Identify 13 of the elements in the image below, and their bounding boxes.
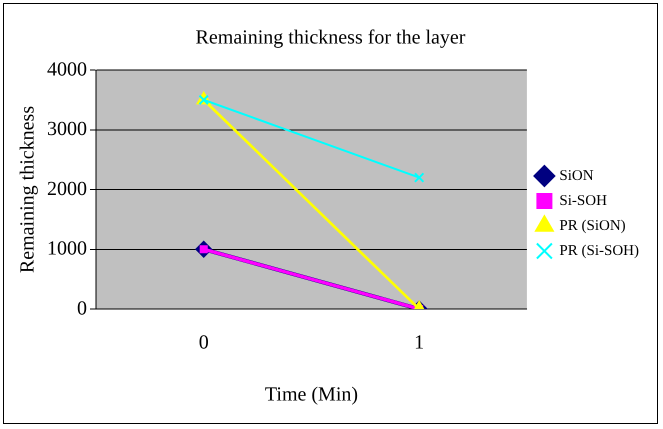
y-tick-label: 4000 <box>47 58 87 80</box>
legend-label: SiON <box>559 168 594 184</box>
y-tick-label: 1000 <box>47 238 87 260</box>
x-tick-label: 1 <box>414 331 424 354</box>
y-tick-label: 2000 <box>47 178 87 200</box>
legend-label: PR (Si-SOH) <box>559 242 640 259</box>
x-axis-title: Time (Min) <box>264 383 358 406</box>
y-tick-label: 0 <box>77 297 87 320</box>
y-tick-label: 3000 <box>47 118 87 140</box>
y-axis-title: Remaining thickness <box>16 106 38 274</box>
chart-title: Remaining thickness for the layer <box>196 26 466 48</box>
legend-label: Si-SOH <box>559 192 608 209</box>
legend-label: PR (SiON) <box>559 218 626 234</box>
